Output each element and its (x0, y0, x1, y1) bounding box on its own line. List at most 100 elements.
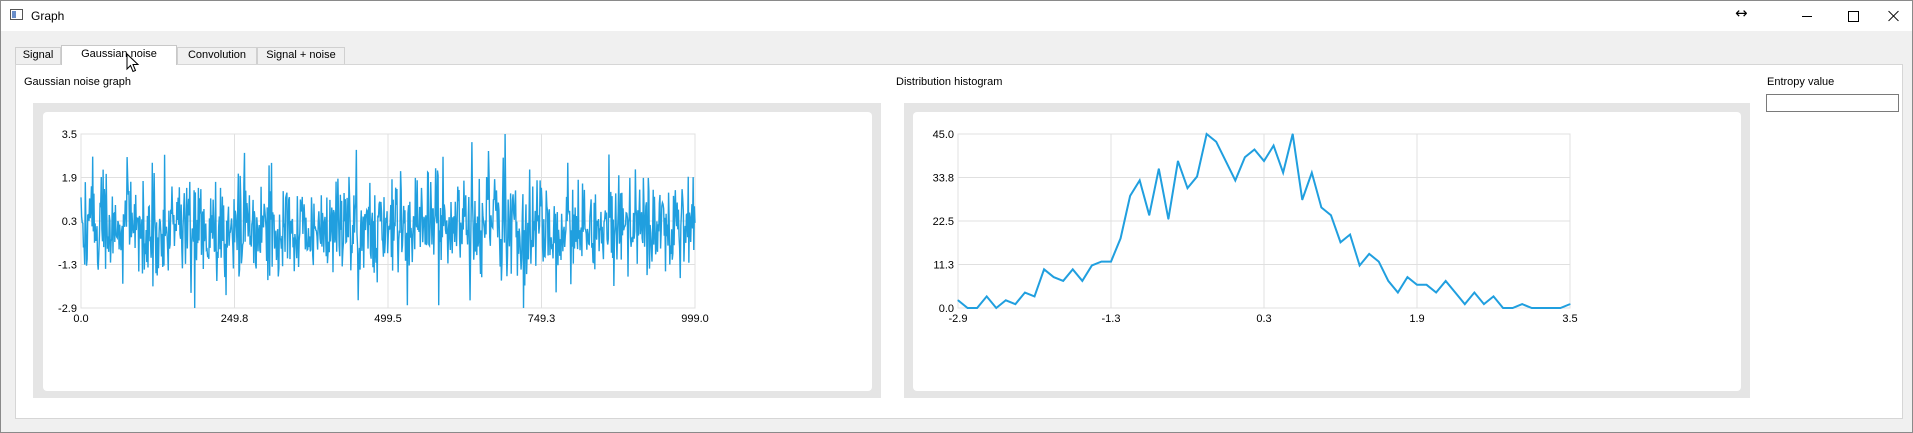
noise-series-line (80, 133, 696, 309)
histogram-point (1473, 291, 1475, 294)
histogram-point (1167, 218, 1169, 220)
histogram-point (1416, 284, 1418, 286)
histogram-point (1540, 307, 1542, 309)
histogram-point (957, 299, 959, 301)
noise-x-tick-label: 0.0 (73, 313, 88, 325)
histogram-point (1177, 160, 1179, 162)
histogram-point (1234, 179, 1236, 181)
noise-y-tick-label: 0.3 (62, 216, 77, 228)
histogram-y-tick-label: 11.3 (933, 260, 954, 272)
histogram-point (1053, 276, 1055, 278)
histogram-chart-frame: -2.9 -1.3 0.3 1.9 3.5 45.0 33.8 22.5 11.3 0.0 (904, 103, 1750, 398)
histogram-point (1005, 299, 1007, 301)
noise-y-tick-label: 1.9 (62, 173, 77, 185)
histogram-point (1339, 241, 1342, 243)
histogram-point (966, 307, 969, 309)
close-icon (1888, 10, 1900, 22)
histogram-point (1158, 168, 1160, 170)
maximize-icon (1847, 10, 1859, 22)
histogram-point (1263, 160, 1265, 162)
histogram-point (1502, 307, 1504, 309)
histogram-x-tick-label: 3.5 (1562, 313, 1577, 325)
mouse-cursor-icon (126, 53, 140, 73)
histogram-point (1100, 261, 1103, 263)
histogram-chart: -2.9 -1.3 0.3 1.9 3.5 45.0 33.8 22.5 11.3 0.0 (933, 129, 1578, 325)
noise-graph-title: Gaussian noise graph (24, 76, 132, 88)
histogram-point (1244, 156, 1246, 158)
tab-gaussian-noise[interactable]: Gaussian noise (61, 45, 177, 65)
noise-x-tick-label: 249.8 (221, 313, 249, 325)
title-bar[interactable]: Graph ↔ (1, 1, 1912, 31)
histogram-point (1129, 195, 1131, 197)
histogram-point (1196, 175, 1198, 178)
entropy-value-field[interactable] (1766, 94, 1899, 112)
histogram-point (1206, 133, 1208, 135)
histogram-point (1033, 295, 1036, 297)
histogram-point (1464, 303, 1466, 305)
noise-chart-frame: 0.0 249.8 499.5 749.3 999.0 3.5 1.9 0.3 -1.3 -2.9 (33, 103, 881, 398)
histogram-point (1435, 291, 1437, 294)
histogram-point (1359, 264, 1361, 267)
histogram-point (1330, 214, 1332, 216)
histogram-point (1320, 206, 1322, 209)
histogram-point (1253, 148, 1256, 151)
histogram-point (1521, 303, 1523, 305)
noise-x-tick-label: 499.5 (374, 313, 402, 325)
histogram-point (1569, 303, 1571, 305)
histogram-point (1272, 145, 1275, 147)
histogram-y-tick-label: 0.0 (939, 303, 954, 315)
window-title: Graph (31, 9, 65, 23)
histogram-point (1110, 261, 1112, 263)
tab-signal-plus-noise[interactable]: Signal + noise (257, 47, 345, 64)
noise-chart-area: 0.0 249.8 499.5 749.3 999.0 3.5 1.9 0.3 -1.3 -2.9 (43, 112, 872, 391)
histogram-y-tick-label: 45.0 (933, 129, 954, 141)
histogram-point (1091, 264, 1093, 267)
maximize-button[interactable] (1830, 1, 1876, 31)
histogram-point (1014, 303, 1016, 305)
histogram-point (1186, 187, 1189, 189)
histogram-x-tick-label: -2.9 (949, 313, 968, 325)
histogram-point (1301, 199, 1303, 201)
close-button[interactable] (1876, 1, 1912, 31)
histogram-point (1378, 261, 1380, 263)
histogram-point (1483, 303, 1485, 305)
histogram-y-tick-label: 33.8 (933, 173, 954, 185)
histogram-title: Distribution histogram (896, 76, 1003, 88)
histogram-point (1397, 291, 1399, 294)
histogram-point (1550, 307, 1552, 309)
histogram-chart-area: -2.9 -1.3 0.3 1.9 3.5 45.0 33.8 22.5 11.3 0.0 (913, 112, 1741, 391)
histogram-point (1062, 280, 1064, 282)
histogram-x-tick-label: 1.9 (1409, 313, 1424, 325)
histogram-point (1445, 280, 1447, 282)
histogram-point (1282, 172, 1284, 174)
minimize-button[interactable] (1784, 1, 1830, 31)
tab-convolution[interactable]: Convolution (177, 47, 257, 64)
noise-y-tick-label: -1.3 (58, 260, 77, 272)
minimize-icon (1802, 15, 1812, 17)
histogram-point (976, 307, 978, 309)
noise-y-tick-label: 3.5 (62, 129, 77, 141)
histogram-x-tick-label: -1.3 (1102, 313, 1121, 325)
histogram-point (1349, 233, 1351, 236)
histogram-point (1024, 291, 1026, 294)
histogram-point (1512, 307, 1514, 309)
histogram-point (995, 307, 997, 309)
histogram-point (1139, 179, 1141, 181)
histogram-point (1454, 291, 1456, 294)
app-icon (10, 9, 23, 20)
noise-x-tick-label: 999.0 (681, 313, 709, 325)
histogram-point (1492, 295, 1495, 297)
histogram-point (1148, 214, 1150, 216)
histogram-point (1225, 160, 1227, 162)
tab-signal[interactable]: Signal (15, 47, 61, 64)
histogram-x-tick-label: 0.3 (1256, 313, 1271, 325)
histogram-point (1081, 280, 1083, 282)
histogram-point (1072, 268, 1074, 270)
histogram-point (1531, 307, 1533, 309)
histogram-point (1311, 172, 1313, 174)
histogram-point (986, 295, 988, 297)
histogram-point (1425, 284, 1428, 286)
noise-x-tick-label: 749.3 (528, 313, 556, 325)
histogram-point (1387, 280, 1389, 282)
